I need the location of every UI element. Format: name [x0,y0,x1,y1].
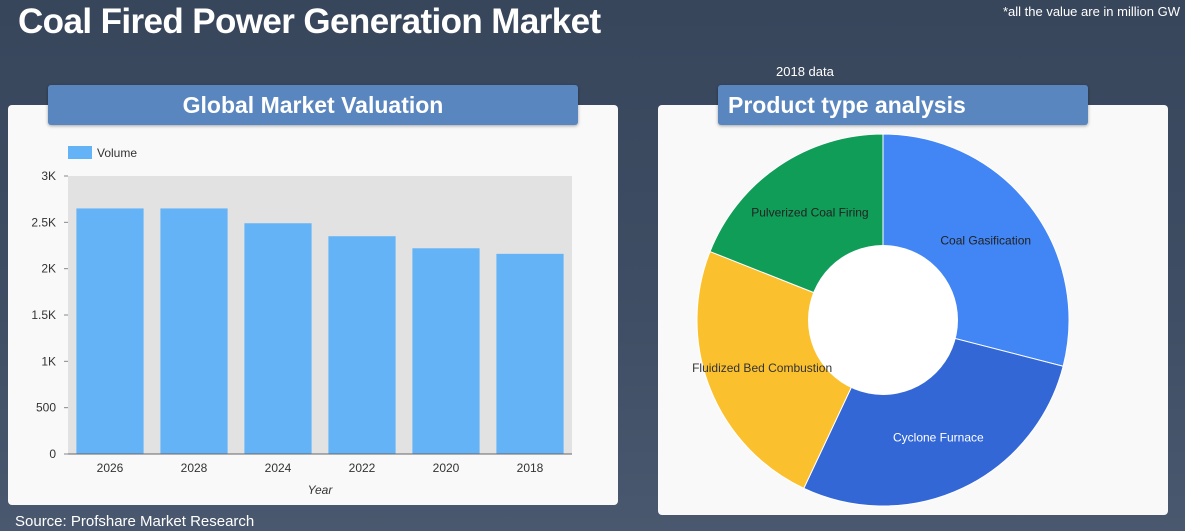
bar [76,208,144,454]
bar [496,253,564,454]
y-tick-label: 1K [41,354,56,368]
bar [328,236,396,454]
unit-note: *all the value are in million GW [1002,4,1180,19]
slice-label: Fluidized Bed Combustion [692,361,832,375]
legend-label: Volume [97,146,137,160]
slice-label: Cyclone Furnace [893,431,984,445]
x-tick-label: 2022 [349,461,376,475]
slice-label: Pulverized Coal Firing [751,205,868,219]
source-note: Source: Profshare Market Research [15,513,255,530]
slice-label: Coal Gasification [940,233,1031,247]
y-tick-label: 2K [41,262,56,276]
donut-hole [808,245,958,395]
legend-swatch [68,146,92,159]
y-tick-label: 500 [36,401,56,415]
plot-area [68,176,572,454]
data-year-label: 2018 data [776,64,834,79]
y-tick-label: 0 [49,447,56,461]
bar [244,223,312,454]
bar [412,248,480,454]
x-tick-label: 2026 [97,461,124,475]
y-tick-label: 3K [41,169,56,183]
y-tick-label: 2.5K [31,215,56,229]
page-title: Coal Fired Power Generation Market [18,2,601,41]
market-valuation-title: Global Market Valuation [48,85,578,125]
x-tick-label: 2024 [265,461,292,475]
product-type-title: Product type analysis [718,85,1088,125]
bar [160,208,228,454]
x-tick-label: 2018 [517,461,544,475]
y-tick-label: 1.5K [31,308,56,322]
x-axis-title: Year [308,483,334,497]
x-tick-label: 2020 [433,461,460,475]
x-tick-label: 2028 [181,461,208,475]
